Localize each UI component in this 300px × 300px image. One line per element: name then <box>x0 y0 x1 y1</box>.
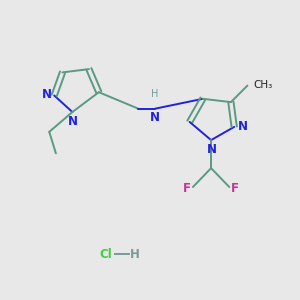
Text: N: N <box>150 112 160 124</box>
Text: Cl: Cl <box>99 248 112 260</box>
Text: CH₃: CH₃ <box>254 80 273 90</box>
Text: N: N <box>238 120 248 133</box>
Text: F: F <box>183 182 191 195</box>
Text: H: H <box>151 89 159 99</box>
Text: N: N <box>42 88 52 101</box>
Text: N: N <box>206 143 216 156</box>
Text: F: F <box>231 182 239 195</box>
Text: N: N <box>68 115 78 128</box>
Text: H: H <box>130 248 140 260</box>
